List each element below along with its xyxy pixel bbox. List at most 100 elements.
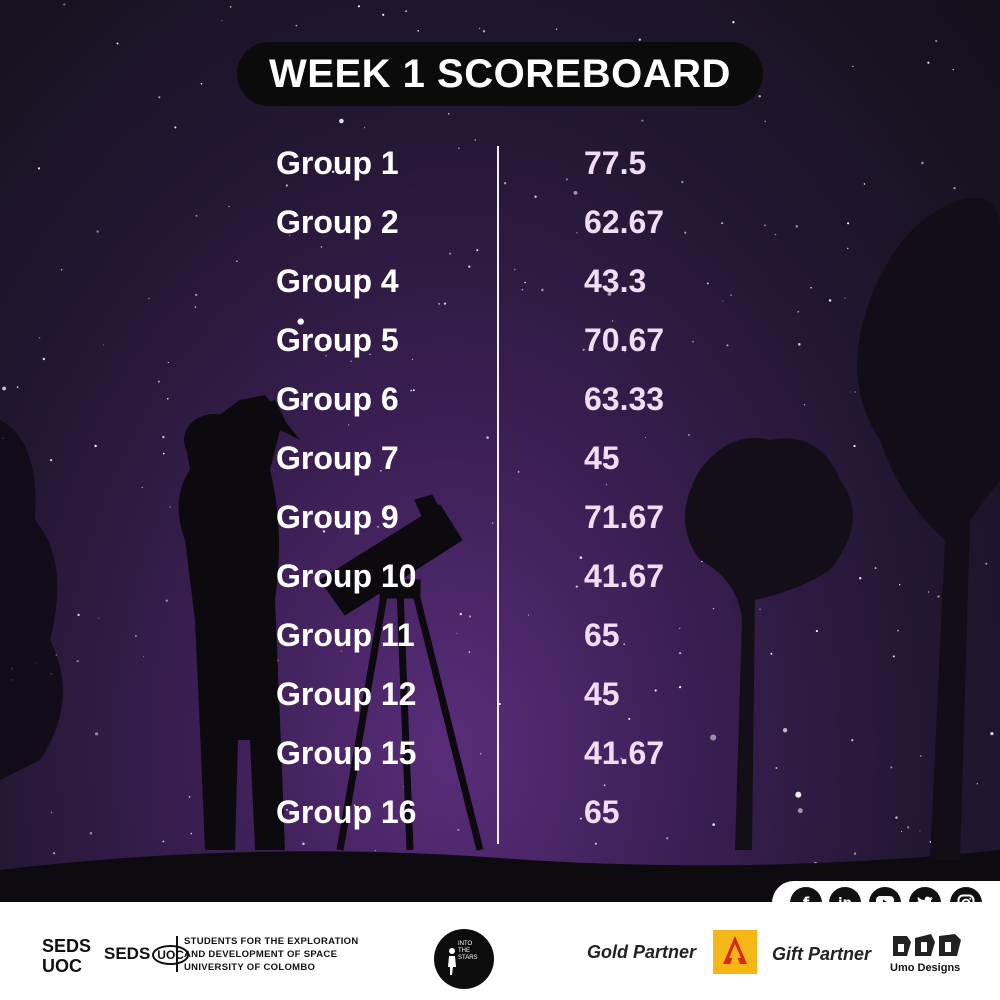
star (350, 360, 352, 363)
star (468, 651, 471, 653)
star (229, 6, 232, 8)
score-row: Group 10 41.67 (0, 552, 1000, 611)
star (810, 286, 812, 289)
star (623, 643, 626, 646)
star (491, 522, 494, 524)
star (990, 731, 994, 736)
star (417, 29, 420, 32)
star (141, 486, 143, 489)
star (486, 436, 489, 439)
group-name: Group 15 (276, 735, 417, 771)
group-score: 63.33 (584, 381, 665, 417)
star (892, 655, 895, 658)
star (985, 562, 988, 565)
astronomer-silhouette (178, 395, 300, 850)
star (611, 320, 614, 322)
star (770, 652, 773, 655)
star (323, 530, 326, 533)
star (976, 783, 978, 785)
group-name: Group 11 (276, 617, 415, 653)
star (730, 294, 732, 296)
star (901, 830, 903, 833)
gift-partner-name: Umo Designs (890, 962, 961, 974)
umo-designs-logo (893, 934, 961, 956)
group-score: 41.67 (584, 558, 665, 594)
star (194, 306, 197, 308)
group-score: 45 (584, 440, 620, 476)
star (42, 357, 46, 361)
star (624, 351, 626, 353)
star (582, 348, 585, 352)
into-the-stars-text: INTO THE STARS (458, 941, 478, 961)
group-name: Group 6 (276, 381, 399, 417)
tree-silhouette-right (857, 198, 1000, 860)
star (443, 302, 447, 305)
into-the-stars-logo (434, 929, 494, 989)
star (60, 268, 63, 271)
star (847, 247, 849, 250)
star (759, 608, 761, 611)
star (628, 717, 631, 720)
star (935, 39, 938, 43)
star (764, 224, 766, 227)
score-row: Group 4 43.3 (0, 257, 1000, 316)
star (200, 82, 203, 85)
star (782, 728, 788, 733)
star (644, 436, 647, 439)
star (369, 353, 371, 356)
star (919, 830, 921, 832)
score-row: Group 11 65 (0, 611, 1000, 670)
star (517, 471, 520, 473)
group-score: 65 (584, 617, 620, 653)
star (339, 118, 344, 124)
star (165, 599, 169, 602)
star (474, 139, 477, 141)
star (498, 702, 501, 706)
star (798, 343, 801, 346)
star (286, 808, 288, 811)
star (449, 252, 452, 255)
star (135, 635, 137, 637)
star (899, 584, 901, 586)
group-score: 71.67 (584, 499, 665, 535)
seds-uoc-wordmark: SEDS UOC (42, 936, 92, 976)
group-name: Group 10 (276, 558, 417, 594)
star (348, 424, 350, 426)
star (534, 195, 537, 198)
star (297, 318, 304, 325)
star (890, 766, 893, 769)
star (380, 469, 382, 472)
star (732, 21, 735, 24)
star (295, 24, 298, 27)
star (447, 112, 450, 115)
star (863, 183, 866, 185)
star (679, 627, 681, 629)
star (828, 299, 832, 302)
star (16, 386, 19, 388)
star (302, 842, 305, 846)
group-score: 41.67 (584, 735, 665, 771)
group-name: Group 7 (276, 440, 399, 476)
star (236, 260, 238, 263)
group-name: Group 1 (276, 145, 399, 181)
star (721, 222, 724, 225)
star (157, 380, 160, 383)
star (579, 556, 583, 559)
star (76, 659, 79, 663)
star (356, 273, 362, 279)
star (336, 166, 339, 169)
star (921, 161, 924, 165)
star (394, 331, 396, 333)
star (325, 354, 327, 357)
star (306, 171, 308, 173)
star (94, 732, 99, 736)
star (555, 28, 558, 30)
group-name: Group 2 (276, 204, 399, 240)
star (678, 685, 682, 689)
star (411, 358, 414, 361)
star (654, 689, 657, 692)
score-row: Group 15 41.67 (0, 729, 1000, 788)
star (479, 752, 482, 755)
star (174, 126, 177, 129)
group-name: Group 16 (276, 794, 417, 830)
